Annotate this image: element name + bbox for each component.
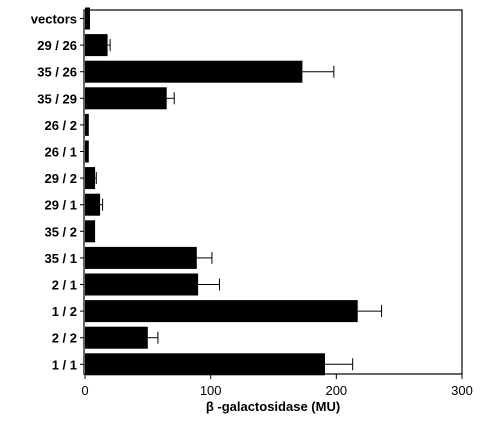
- x-axis-title: β -galactosidase (MU): [206, 399, 340, 414]
- bar: [85, 87, 167, 110]
- bars-group: [85, 7, 358, 376]
- x-tick-label: 0: [81, 383, 88, 398]
- bar: [85, 273, 199, 296]
- category-label: 2 / 2: [52, 331, 77, 346]
- category-label: 1 / 1: [52, 357, 77, 372]
- category-label: 35 / 26: [37, 65, 77, 80]
- error-bar: [95, 172, 97, 185]
- error-bar: [325, 358, 354, 371]
- bar: [85, 193, 101, 216]
- error-bars-group: [95, 39, 383, 371]
- category-label: 26 / 2: [44, 118, 77, 133]
- error-bar: [166, 92, 175, 105]
- bar: [85, 140, 89, 163]
- category-label: 35 / 29: [37, 91, 77, 106]
- bar: [85, 60, 303, 83]
- x-ticks-group: 0 100 200 300: [81, 374, 473, 398]
- category-label: 35 / 1: [44, 251, 77, 266]
- bar: [85, 34, 108, 57]
- error-bar: [147, 331, 159, 344]
- error-bar: [107, 39, 111, 52]
- category-labels-group: vectors 29 / 26 35 / 26 35 / 29 26 / 2 26 / 1…: [31, 12, 84, 372]
- bar: [85, 353, 325, 376]
- category-label: 1 / 2: [52, 304, 77, 319]
- x-tick-label: 100: [200, 383, 222, 398]
- bar: [85, 7, 90, 30]
- category-label: 2 / 1: [52, 278, 77, 293]
- category-label: 29 / 2: [44, 171, 77, 186]
- error-bar: [302, 65, 335, 78]
- category-label: 35 / 2: [44, 224, 77, 239]
- error-bar: [198, 278, 220, 291]
- category-label: 29 / 26: [37, 38, 77, 53]
- error-bar: [100, 198, 104, 211]
- bar: [85, 220, 96, 243]
- error-bar: [196, 251, 213, 264]
- category-label: vectors: [31, 12, 77, 27]
- bar: [85, 113, 89, 136]
- bar: [85, 326, 148, 349]
- bar: [85, 300, 358, 323]
- x-tick-label: 200: [325, 383, 347, 398]
- x-tick-label: 300: [451, 383, 473, 398]
- category-label: 26 / 1: [44, 145, 77, 160]
- category-label: 29 / 1: [44, 198, 77, 213]
- bar: [85, 167, 96, 190]
- error-bar: [357, 305, 383, 318]
- bar: [85, 246, 197, 269]
